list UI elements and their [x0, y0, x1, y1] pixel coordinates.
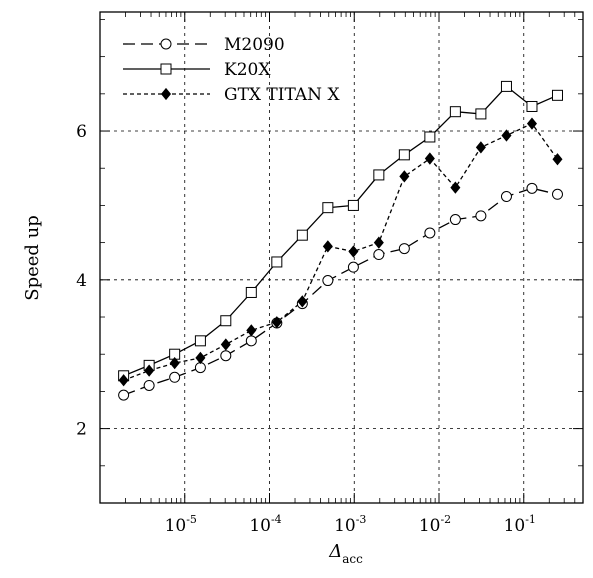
x-tick-label: 10-2 — [419, 513, 451, 536]
data-point — [347, 261, 359, 273]
data-point — [271, 316, 282, 329]
data-point — [475, 141, 486, 154]
y-tick-label: 2 — [76, 420, 87, 440]
data-point — [373, 169, 385, 181]
data-point — [399, 170, 410, 183]
data-point — [424, 152, 435, 165]
data-point — [322, 275, 334, 287]
data-point — [143, 379, 155, 391]
x-tick-label: 10-3 — [334, 513, 366, 536]
data-point — [373, 249, 385, 261]
data-point — [297, 295, 308, 308]
data-point — [118, 374, 129, 387]
series-lines — [123, 85, 559, 396]
legend-label: M2090 — [224, 35, 285, 55]
data-point — [220, 350, 232, 362]
legend-label: GTX TITAN X — [224, 85, 340, 105]
data-point — [220, 315, 232, 327]
data-point — [169, 371, 181, 383]
series-line-0 — [123, 187, 558, 396]
data-point — [526, 100, 538, 112]
x-axis-label: Δacc — [328, 541, 363, 566]
data-point — [475, 108, 487, 120]
data-point — [501, 129, 512, 142]
data-point — [424, 227, 436, 239]
data-point — [551, 89, 563, 101]
data-point — [245, 335, 257, 347]
data-point — [500, 190, 512, 202]
data-point — [347, 199, 359, 211]
data-point — [475, 210, 487, 222]
y-tick-label: 6 — [76, 122, 87, 142]
data-point — [398, 243, 410, 255]
data-point — [118, 389, 130, 401]
y-tick-labels: 2 4 6 — [76, 122, 87, 440]
data-point — [296, 229, 308, 241]
plot-frame — [99, 11, 584, 504]
data-point — [449, 214, 461, 226]
x-tick-label: 10-1 — [504, 513, 536, 536]
y-axis-label: Speed up — [22, 215, 43, 301]
x-tick-label: 10-5 — [165, 513, 197, 536]
x-tick-label: 10-4 — [249, 513, 281, 536]
data-point — [194, 362, 206, 374]
legend-marker — [160, 38, 172, 50]
legend: M2090 K20X GTX TITAN X — [123, 35, 340, 105]
series-line-2 — [123, 122, 559, 381]
grid — [100, 12, 583, 503]
x-axis-symbol: Δ — [328, 541, 342, 562]
data-point — [246, 324, 257, 337]
data-point — [271, 256, 283, 268]
data-point — [526, 117, 537, 130]
data-point — [424, 131, 436, 143]
data-point — [500, 80, 512, 92]
data-point — [373, 236, 384, 249]
legend-label: K20X — [224, 60, 271, 80]
data-point — [322, 240, 333, 253]
data-point — [526, 182, 538, 194]
data-point — [194, 335, 206, 347]
series-markers — [118, 80, 563, 401]
x-tick-labels: 10-5 10-4 10-3 10-2 10-1 — [165, 513, 536, 536]
legend-marker — [160, 63, 172, 75]
x-axis-subscript: acc — [342, 552, 363, 566]
data-point — [144, 364, 155, 377]
data-point — [348, 245, 359, 258]
y-tick-label: 4 — [76, 271, 87, 291]
data-point — [450, 181, 461, 194]
series-line-1 — [123, 85, 558, 377]
data-point — [220, 338, 231, 351]
legend-marker — [160, 87, 172, 101]
data-point — [551, 188, 563, 200]
data-point — [195, 351, 206, 365]
data-point — [552, 153, 563, 166]
data-point — [245, 286, 257, 298]
data-point — [169, 357, 180, 370]
data-point — [322, 202, 334, 214]
data-point — [449, 106, 461, 118]
data-point — [398, 149, 410, 161]
